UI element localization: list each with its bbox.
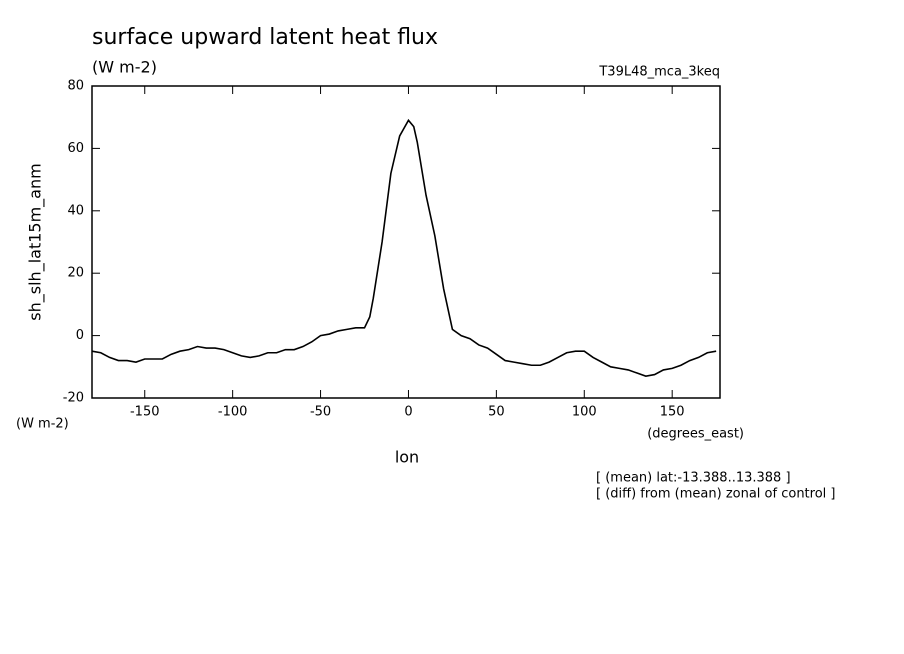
x-units: (degrees_east)	[647, 427, 744, 442]
y-tick-label: -20	[63, 391, 84, 406]
y-tick-label: 20	[67, 266, 84, 281]
x-tick-label: -50	[310, 405, 331, 420]
note: [ (mean) lat:-13.388..13.388 ]	[596, 471, 791, 486]
x-tick-label: 50	[488, 405, 505, 420]
x-tick-label: -150	[130, 405, 160, 420]
x-tick-label: 150	[660, 405, 685, 420]
plot-frame	[91, 85, 721, 399]
chart-title: surface upward latent heat flux	[92, 25, 438, 50]
line	[91, 118, 717, 377]
y-tick-label: 60	[67, 141, 84, 156]
x-tick-label: 0	[404, 405, 412, 420]
x-tick-label: -100	[218, 405, 248, 420]
x-axis-label: lon	[395, 448, 419, 467]
dataset-label: T39L48_mca_3keq	[598, 65, 720, 80]
y-axis-label: sh_slh_lat15m_anm	[26, 163, 46, 320]
y-units: (W m-2)	[16, 417, 69, 432]
x-tick-label: 100	[572, 405, 597, 420]
chart-subtitle: (W m-2)	[92, 58, 157, 77]
note: [ (diff) from (mean) zonal of control ]	[596, 487, 835, 502]
y-tick-label: 40	[67, 203, 84, 218]
y-tick-label: 0	[76, 328, 84, 343]
y-tick-label: 80	[67, 79, 84, 94]
